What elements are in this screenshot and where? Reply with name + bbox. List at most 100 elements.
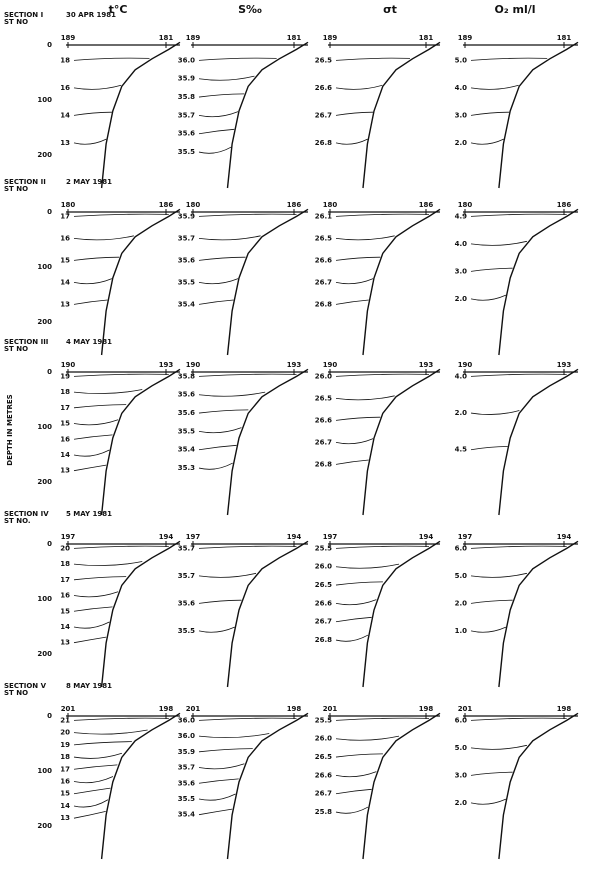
bottom-profile [498, 712, 579, 860]
station-number: 181 [287, 34, 302, 42]
section-title: SECTION III [4, 338, 48, 346]
contour-line [470, 213, 567, 217]
contour-line [73, 235, 134, 241]
bottom-profile [226, 540, 309, 688]
contour-label: 35.6 [178, 779, 195, 787]
bottom-profile [100, 712, 181, 860]
station-number: 198 [287, 705, 302, 713]
contour-line [335, 634, 369, 642]
contour-label: 2.0 [455, 599, 468, 607]
contour-label: 14 [60, 451, 70, 459]
contour-label: 26.8 [315, 636, 332, 644]
depth-tick-label: 0 [47, 540, 52, 548]
station-number: 181 [159, 34, 174, 42]
contour-label: 2.0 [455, 295, 468, 303]
contour-label: 26.6 [315, 771, 332, 779]
station-number: 186 [419, 201, 434, 209]
depth-tick-label: 0 [47, 712, 52, 720]
contour-label: 4.0 [455, 84, 468, 92]
section-date: 4 MAY 1981 [66, 338, 112, 346]
contour-line [73, 576, 127, 581]
contour-label: 17 [60, 404, 70, 412]
contour-line [198, 626, 235, 633]
contour-label: 4.5 [455, 446, 468, 454]
contour-line [335, 771, 377, 778]
contour-line [198, 299, 234, 305]
contour-line [73, 84, 122, 90]
station-number: 190 [61, 361, 76, 369]
contour-line [335, 581, 383, 586]
column-header: O₂ ml/l [494, 3, 535, 16]
section-title: SECTION V [4, 682, 47, 690]
bottom-profile [226, 368, 309, 516]
contour-line [198, 57, 277, 61]
contour-label: 4.0 [455, 372, 468, 380]
contour-label: 35.4 [178, 811, 195, 819]
contour-label: 16 [60, 778, 70, 786]
column-header: σt [383, 3, 397, 16]
contour-label: 2.0 [455, 409, 468, 417]
contour-line [73, 138, 107, 145]
contour-label: 25.8 [315, 808, 332, 816]
contour-line [73, 111, 112, 116]
contour-label: 35.6 [178, 130, 195, 138]
station-label: ST NO [4, 18, 28, 26]
contour-line [73, 741, 132, 746]
contour-line [73, 57, 150, 61]
contour-line [470, 57, 548, 61]
column-header: t°C [109, 3, 128, 16]
depth-tick-label: 100 [37, 423, 52, 431]
depth-tick-label: 200 [37, 318, 52, 326]
contour-line [73, 591, 119, 598]
contour-label: 26.5 [315, 234, 332, 242]
contour-line [198, 808, 233, 816]
bottom-profile [498, 41, 579, 189]
station-number: 193 [159, 361, 174, 369]
contour-line [470, 717, 567, 721]
bottom-profile [498, 208, 579, 356]
contour-label: 35.9 [178, 212, 195, 220]
station-number: 198 [557, 705, 572, 713]
contour-line [198, 146, 232, 154]
contour-label: 3.0 [455, 111, 468, 119]
depth-tick-label: 200 [37, 478, 52, 486]
contour-line [73, 545, 169, 549]
contour-label: 35.7 [178, 764, 195, 772]
contour-line [198, 444, 237, 451]
contour-label: 20 [60, 544, 70, 552]
contour-label: 16 [60, 592, 70, 600]
station-number: 201 [323, 705, 338, 713]
station-number: 197 [323, 533, 338, 541]
contour-line [335, 717, 430, 721]
station-number: 197 [186, 533, 201, 541]
station-label: ST NO. [4, 517, 31, 525]
bottom-profile [226, 208, 309, 356]
contour-line [198, 391, 266, 397]
depth-tick-label: 200 [37, 822, 52, 830]
contour-label: 35.7 [178, 572, 195, 580]
contour-line [73, 764, 118, 770]
contour-label: 26.6 [315, 416, 332, 424]
contour-line [335, 138, 368, 145]
contour-line [335, 235, 395, 241]
contour-line [470, 798, 507, 805]
contour-line [73, 213, 169, 217]
bottom-profile [100, 540, 181, 688]
contour-label: 35.4 [178, 446, 195, 454]
contour-label: 35.6 [178, 256, 195, 264]
contour-line [335, 373, 430, 377]
contour-label: 35.5 [178, 148, 195, 156]
contour-label: 26.1 [315, 212, 332, 220]
contour-label: 26.7 [315, 618, 332, 626]
contour-line [335, 256, 381, 261]
contour-line [470, 240, 528, 246]
contour-line [73, 419, 119, 426]
bottom-profile [362, 540, 441, 688]
contour-line [73, 729, 148, 735]
contour-label: 35.7 [178, 111, 195, 119]
contour-line [335, 299, 369, 305]
contour-label: 35.6 [178, 409, 195, 417]
contour-label: 5.0 [455, 572, 468, 580]
contour-line [335, 111, 374, 116]
contour-line [470, 267, 513, 272]
